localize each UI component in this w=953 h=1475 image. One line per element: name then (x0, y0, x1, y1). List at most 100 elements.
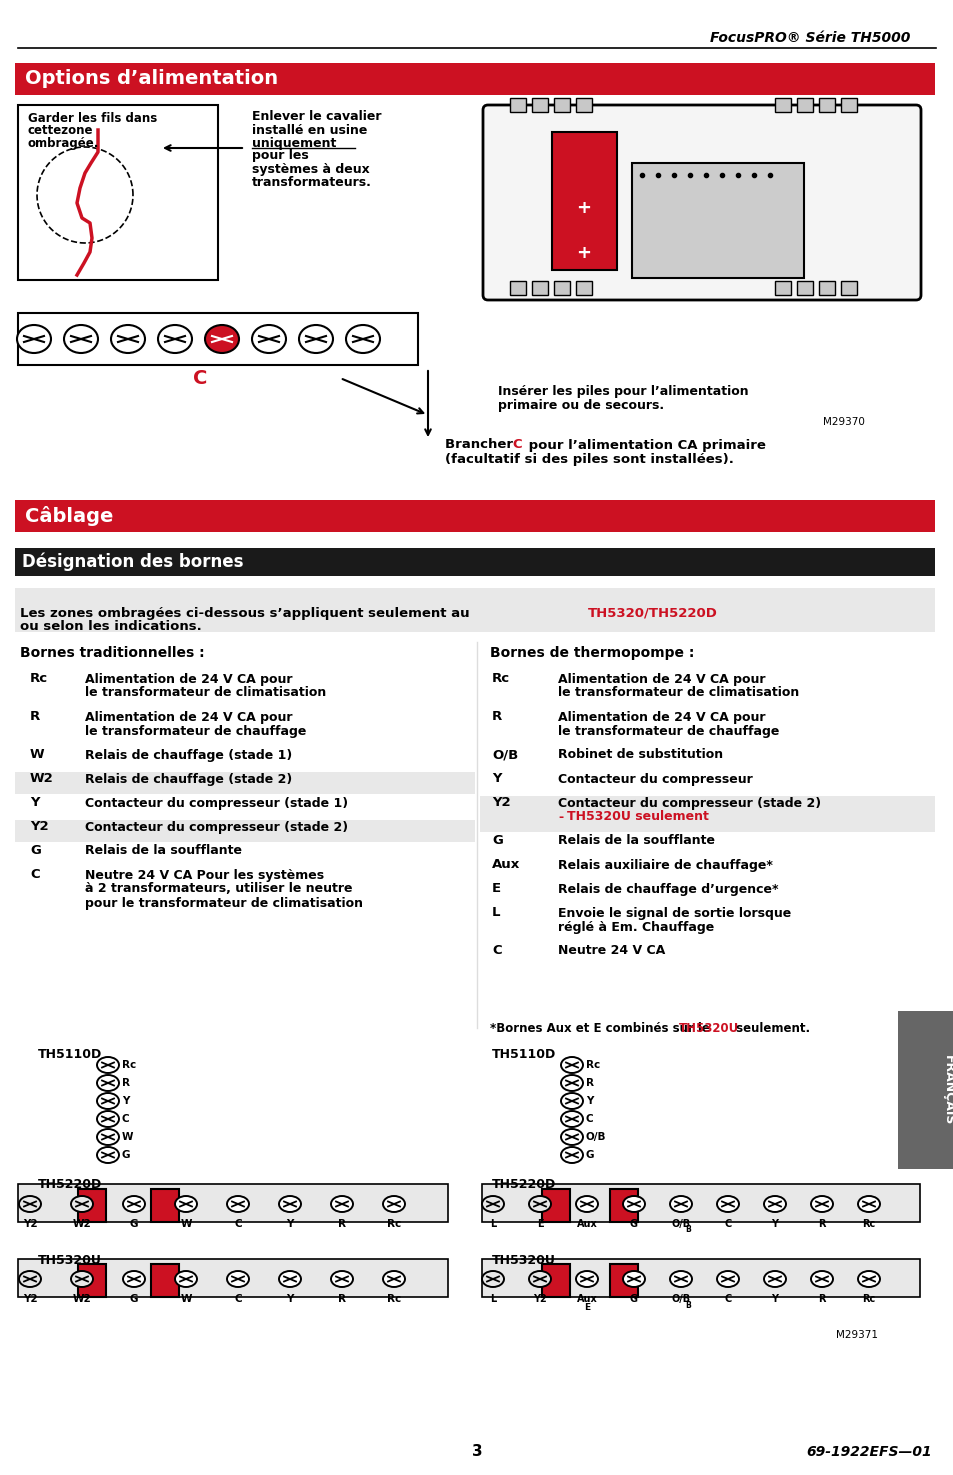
Text: Y2: Y2 (30, 820, 49, 833)
Text: Brancher: Brancher (444, 438, 517, 451)
Text: R: R (30, 711, 40, 724)
Text: FRANÇAIS: FRANÇAIS (941, 1055, 953, 1125)
Text: C: C (30, 869, 40, 882)
Text: cettezone: cettezone (28, 124, 93, 137)
Text: Contacteur du compresseur (stade 2): Contacteur du compresseur (stade 2) (85, 820, 348, 833)
Text: Rc: Rc (387, 1218, 400, 1229)
Text: Rc: Rc (387, 1294, 400, 1304)
FancyBboxPatch shape (609, 1264, 638, 1297)
Text: L: L (492, 907, 500, 919)
Text: Contacteur du compresseur (stade 2): Contacteur du compresseur (stade 2) (558, 796, 821, 810)
Text: Alimentation de 24 V CA pour: Alimentation de 24 V CA pour (558, 711, 764, 724)
FancyBboxPatch shape (18, 1260, 448, 1297)
Ellipse shape (717, 1271, 739, 1288)
Ellipse shape (717, 1196, 739, 1212)
Text: FocusPRO® Série TH5000: FocusPRO® Série TH5000 (709, 31, 909, 46)
FancyBboxPatch shape (15, 589, 934, 631)
Text: G: G (629, 1218, 638, 1229)
Text: Neutre 24 V CA: Neutre 24 V CA (558, 944, 664, 957)
Ellipse shape (560, 1093, 582, 1109)
Text: Relais de chauffage (stade 1): Relais de chauffage (stade 1) (85, 748, 292, 761)
Ellipse shape (763, 1271, 785, 1288)
Text: R: R (818, 1218, 825, 1229)
Text: Insérer les piles pour l’alimentation: Insérer les piles pour l’alimentation (497, 385, 748, 398)
Text: Options d’alimentation: Options d’alimentation (25, 69, 278, 88)
Text: W: W (122, 1131, 133, 1142)
Text: C: C (233, 1294, 241, 1304)
Text: le transformateur de chauffage: le transformateur de chauffage (558, 724, 779, 738)
Text: le transformateur de chauffage: le transformateur de chauffage (85, 724, 306, 738)
Ellipse shape (111, 324, 145, 353)
FancyBboxPatch shape (554, 282, 569, 295)
Text: Relais auxiliaire de chauffage*: Relais auxiliaire de chauffage* (558, 858, 772, 872)
FancyBboxPatch shape (481, 1184, 919, 1221)
Ellipse shape (123, 1271, 145, 1288)
Text: Robinet de substitution: Robinet de substitution (558, 748, 722, 761)
Text: Y: Y (771, 1294, 778, 1304)
Ellipse shape (174, 1196, 196, 1212)
Text: Les zones ombragées ci-dessous s’appliquent seulement au: Les zones ombragées ci-dessous s’appliqu… (20, 606, 474, 619)
FancyBboxPatch shape (18, 105, 218, 280)
Text: G: G (629, 1294, 638, 1304)
Text: L: L (489, 1294, 496, 1304)
Text: Garder les fils dans: Garder les fils dans (28, 112, 157, 124)
FancyBboxPatch shape (510, 282, 525, 295)
Text: Aux: Aux (492, 858, 519, 872)
FancyBboxPatch shape (631, 164, 803, 277)
Text: O/B: O/B (492, 748, 517, 761)
Text: Y: Y (122, 1096, 130, 1106)
Text: réglé à Em. Chauffage: réglé à Em. Chauffage (558, 920, 714, 934)
Text: Alimentation de 24 V CA pour: Alimentation de 24 V CA pour (85, 673, 293, 686)
Text: E: E (583, 1304, 590, 1313)
Ellipse shape (158, 324, 192, 353)
Ellipse shape (560, 1148, 582, 1162)
Text: Désignation des bornes: Désignation des bornes (22, 553, 243, 571)
Ellipse shape (331, 1196, 353, 1212)
Ellipse shape (97, 1058, 119, 1072)
Text: +: + (576, 243, 591, 263)
Ellipse shape (529, 1271, 551, 1288)
Text: O/B: O/B (585, 1131, 606, 1142)
Text: E: E (537, 1218, 543, 1229)
FancyBboxPatch shape (15, 771, 475, 794)
Text: Y: Y (286, 1218, 294, 1229)
Text: C: C (512, 438, 521, 451)
Ellipse shape (346, 324, 379, 353)
Text: G: G (492, 835, 502, 848)
Text: Aux: Aux (576, 1294, 597, 1304)
Text: Bornes de thermopompe :: Bornes de thermopompe : (490, 646, 694, 659)
Ellipse shape (71, 1271, 92, 1288)
FancyBboxPatch shape (18, 313, 417, 364)
Text: uniquement: uniquement (252, 137, 336, 149)
Text: TH5110D: TH5110D (492, 1049, 556, 1062)
Text: pour les: pour les (252, 149, 309, 162)
Text: transformateurs.: transformateurs. (252, 176, 372, 189)
Text: Relais de chauffage (stade 2): Relais de chauffage (stade 2) (85, 773, 292, 786)
Ellipse shape (97, 1128, 119, 1145)
Text: le transformateur de climatisation: le transformateur de climatisation (558, 686, 799, 699)
Text: R: R (585, 1078, 594, 1089)
FancyBboxPatch shape (609, 1189, 638, 1221)
Text: E: E (492, 882, 500, 895)
Text: Envoie le signal de sortie lorsque: Envoie le signal de sortie lorsque (558, 907, 790, 919)
Text: *Bornes Aux et E combinés sur le: *Bornes Aux et E combinés sur le (490, 1022, 713, 1034)
Text: M29370: M29370 (822, 417, 864, 426)
Ellipse shape (64, 324, 98, 353)
Ellipse shape (481, 1196, 503, 1212)
Text: Y: Y (492, 773, 501, 786)
Ellipse shape (298, 324, 333, 353)
Text: Alimentation de 24 V CA pour: Alimentation de 24 V CA pour (558, 673, 764, 686)
Ellipse shape (810, 1196, 832, 1212)
Text: M29371: M29371 (835, 1330, 877, 1339)
Text: G: G (585, 1150, 594, 1159)
Text: W2: W2 (72, 1294, 91, 1304)
FancyBboxPatch shape (774, 282, 790, 295)
Text: Relais de la soufflante: Relais de la soufflante (558, 835, 714, 848)
Text: Y2: Y2 (23, 1294, 37, 1304)
Text: W2: W2 (30, 773, 53, 786)
Text: TH5320U: TH5320U (38, 1254, 102, 1267)
Text: Y2: Y2 (533, 1294, 546, 1304)
Text: 3: 3 (471, 1444, 482, 1459)
FancyBboxPatch shape (774, 97, 790, 112)
Text: C: C (193, 369, 207, 388)
